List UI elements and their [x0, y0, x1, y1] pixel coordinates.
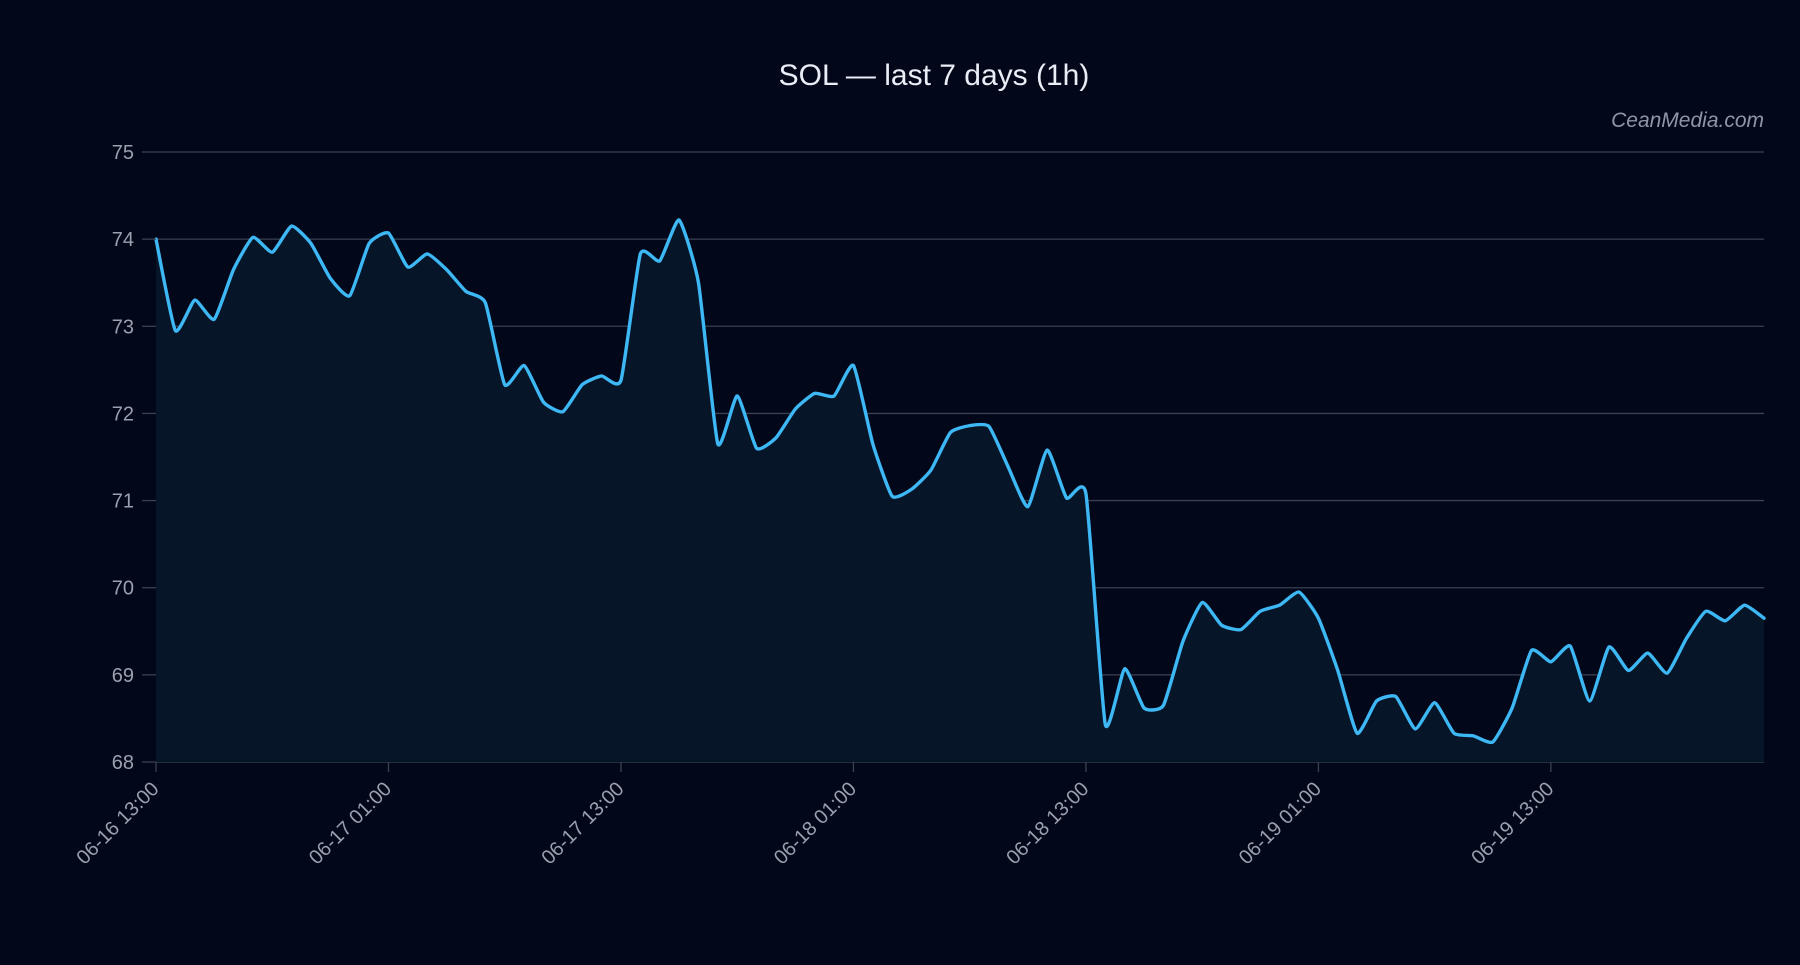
ytick-label: 71 — [112, 491, 134, 513]
y-axis-ticks: 68 69 70 71 72 73 74 75 — [112, 142, 156, 774]
xtick-label: 06-17 01:00 — [305, 778, 396, 869]
xtick-label: 06-16 13:00 — [72, 778, 163, 869]
x-axis-ticks: 06-16 13:00 06-17 01:00 06-17 13:00 06-18 0… — [72, 762, 1558, 869]
ytick-label: 74 — [112, 229, 134, 251]
ytick-label: 68 — [112, 752, 134, 774]
ytick-label: 73 — [112, 316, 134, 338]
ytick-label: 69 — [112, 665, 134, 687]
xtick-label: 06-18 13:00 — [1002, 778, 1093, 869]
xtick-label: 06-18 01:00 — [770, 778, 861, 869]
watermark-text: CeanMedia.com — [1611, 109, 1764, 132]
xtick-label: 06-19 13:00 — [1467, 778, 1558, 869]
xtick-label: 06-17 13:00 — [537, 778, 628, 869]
xtick-label: 06-19 01:00 — [1235, 778, 1326, 869]
chart-title: SOL — last 7 days (1h) — [779, 59, 1090, 92]
ytick-label: 75 — [112, 142, 134, 164]
ytick-label: 72 — [112, 403, 134, 425]
series-area-fill — [156, 220, 1764, 762]
ytick-label: 70 — [112, 578, 134, 600]
area-fill-layer — [156, 220, 1764, 762]
